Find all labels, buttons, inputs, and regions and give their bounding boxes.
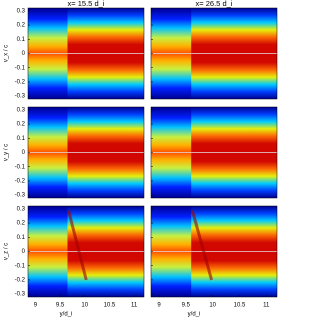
x-tick-label: 10.5	[104, 303, 116, 309]
x-tick-label: 10	[209, 303, 216, 309]
x-tick-label: 11	[131, 303, 138, 309]
y-axis-label: v_x / c	[4, 45, 10, 62]
y-tick-label: 0.3	[17, 206, 26, 212]
chart: x= 15.5 d_i 0.3 0.2 0.1 0 -0.1 -0.2 -0.3 v_x / c…	[4, 0, 278, 318]
y-tick-label: 0.1	[17, 136, 26, 142]
y-tick-label: -0.1	[15, 263, 26, 269]
x-tick-label: 10.5	[234, 303, 246, 309]
y-tick-label: 0	[22, 51, 26, 57]
y-tick-label: -0.1	[15, 164, 26, 170]
panel-title: x= 26.5 d_i	[196, 0, 233, 8]
y-tick-label: 0	[22, 150, 26, 156]
y-tick-label: 0.3	[17, 8, 26, 14]
y-tick-label: 0.3	[17, 107, 26, 113]
panel-title: x= 15.5 d_i	[68, 0, 105, 8]
heatmap-panel	[150, 106, 278, 199]
y-tick-label: -0.2	[15, 278, 26, 284]
x-axis-label: y/d_i	[188, 312, 201, 318]
x-tick-label: 9.5	[56, 303, 65, 309]
heatmap-panel	[150, 7, 278, 100]
y-tick-label: 0.1	[17, 37, 26, 43]
y-tick-label: -0.1	[15, 65, 26, 71]
y-axis-label: v_z / c	[4, 243, 10, 260]
heatmap-panel	[27, 7, 145, 100]
y-tick-label: 0	[22, 249, 26, 255]
y-tick-label: 0.2	[17, 122, 26, 128]
y-tick-label: -0.2	[15, 179, 26, 185]
y-tick-label: -0.3	[15, 193, 26, 199]
y-tick-label: 0.2	[17, 221, 26, 227]
y-tick-label: 0.2	[17, 23, 26, 29]
y-tick-label: -0.3	[15, 292, 26, 298]
x-tick-label: 9.5	[182, 303, 191, 309]
heatmap-panel	[27, 106, 145, 199]
x-tick-label: 9	[34, 303, 38, 309]
shock-streak	[67, 209, 88, 281]
heatmap-panel	[27, 205, 145, 298]
y-axis-label: v_y / c	[4, 144, 10, 161]
x-axis-label: y/d_i	[60, 312, 73, 318]
heatmap-panel	[150, 205, 278, 298]
y-tick-label: -0.2	[15, 80, 26, 86]
x-tick-label: 9	[157, 303, 161, 309]
x-tick-label: 11	[263, 303, 270, 309]
y-tick-label: 0.1	[17, 235, 26, 241]
x-tick-label: 10	[81, 303, 88, 309]
y-tick-label: -0.3	[15, 94, 26, 100]
shock-streak	[190, 209, 214, 281]
